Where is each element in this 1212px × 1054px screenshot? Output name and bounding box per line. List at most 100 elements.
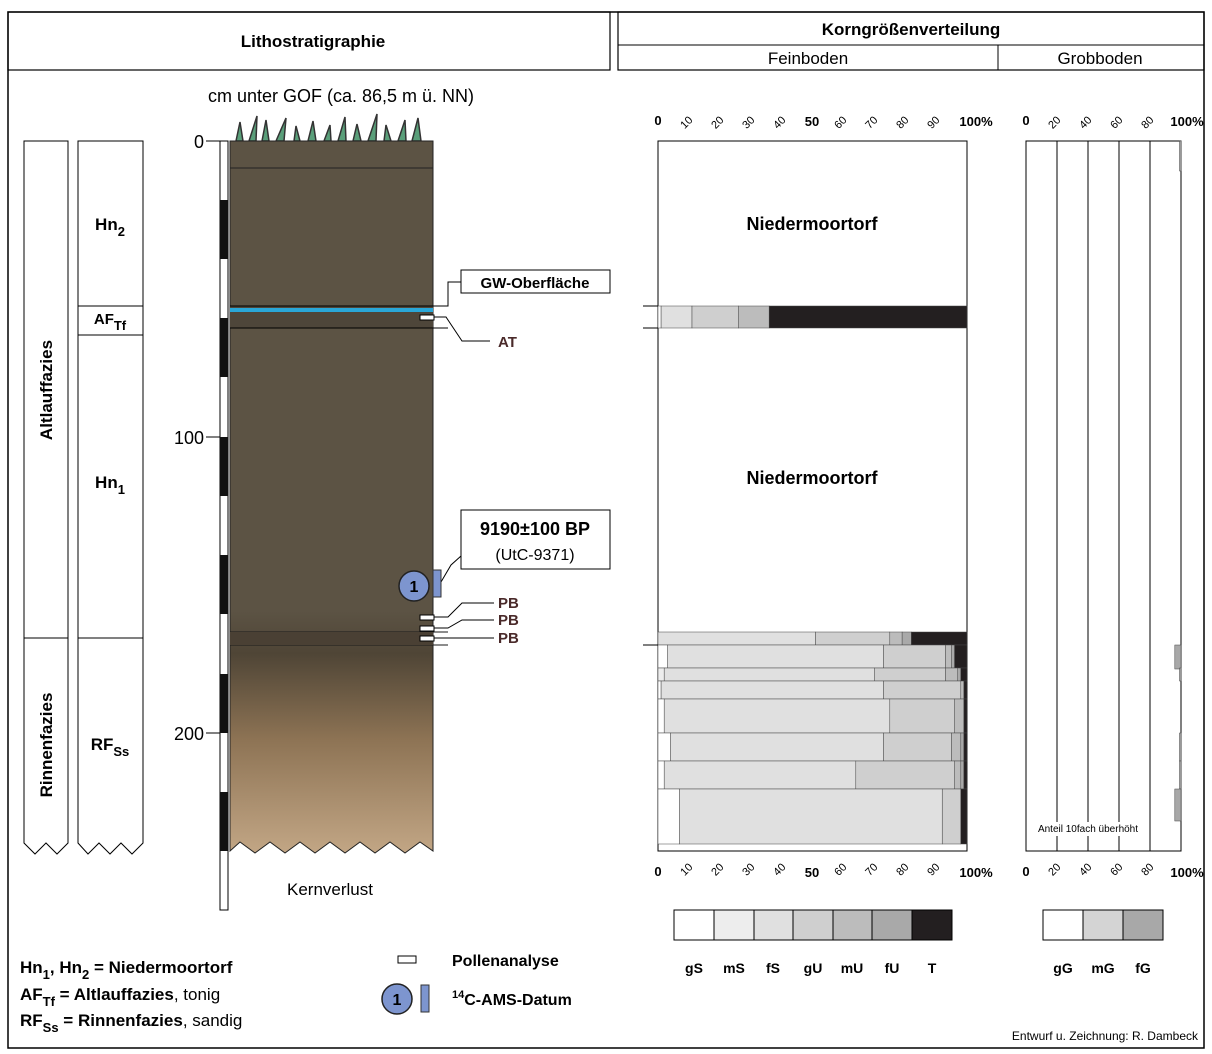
fine-bar-segment (663, 698, 891, 734)
fine-legend-label-t: T (928, 960, 937, 976)
pollen-legend-icon (397, 955, 417, 964)
sediment-core (229, 140, 448, 854)
c14-legend-circle-icon (381, 983, 413, 1015)
coarse-legend-label-fg: fG (1135, 960, 1151, 976)
coarse-bar-segment (1179, 667, 1182, 682)
pollen-sample-pb-1 (419, 614, 435, 621)
legend-rf: RFSs = Rinnenfazies, sandig (20, 1011, 242, 1035)
fine-top-tick-30: 30 (740, 114, 757, 131)
legend-pollen: Pollenanalyse (452, 953, 559, 970)
fine-bottom-tick-10: 10 (678, 861, 695, 878)
fine-bar-segment (954, 644, 968, 669)
symbol-legend: Pollenanalyse 1 14C-AMS-Datum (381, 953, 572, 1015)
fine-bar-segment (957, 667, 962, 682)
fine-grain-bars (657, 305, 968, 845)
fine-bar-segment (883, 732, 952, 762)
fine-bar-segment (945, 667, 959, 682)
pollen-sample-pb-2 (419, 625, 435, 632)
fine-top-tick-100: 100% (959, 114, 993, 129)
fine-bottom-tick-30: 30 (740, 861, 757, 878)
coarse-bar-segment (1179, 140, 1182, 172)
coarse-top-tick-100: 100% (1170, 114, 1204, 129)
fine-bar-segment (657, 698, 665, 734)
coarse-legend-swatch-gg (1042, 909, 1084, 941)
fine-legend-label-gu: gU (804, 960, 823, 976)
fine-peat-label-upper: Niedermoortorf (746, 214, 878, 234)
fine-bar-segment (911, 631, 968, 646)
fine-legend-label-fu: fU (885, 960, 900, 976)
fine-bar-segment (963, 698, 968, 734)
fine-top-tick-50: 50 (805, 114, 819, 129)
fine-top-tick-10: 10 (678, 114, 695, 131)
fine-top-tick-60: 60 (832, 114, 849, 131)
fine-top-tick-40: 40 (771, 114, 788, 131)
coarse-top-tick-60: 60 (1108, 114, 1125, 131)
coarse-grain-bars (1174, 140, 1182, 822)
fine-bar-segment (660, 680, 884, 700)
at-label: AT (498, 334, 517, 351)
fine-bar-segment (954, 760, 962, 790)
fine-bar-segment (657, 760, 665, 790)
coarse-top-tick-20: 20 (1046, 114, 1063, 131)
fine-bar-segment (963, 760, 968, 790)
fine-bar-segment (889, 631, 903, 646)
fine-bar-segment (679, 788, 943, 845)
fine-top-tick-0: 0 (654, 113, 661, 128)
coarse-top-tick-40: 40 (1077, 114, 1094, 131)
fine-legend-label-ms: mS (723, 960, 745, 976)
sample-number: 1 (410, 579, 419, 596)
fine-axis-top: 0 10 20 30 40 50 60 70 80 90 100% (654, 113, 993, 131)
fine-bar-segment (657, 644, 668, 669)
grass-surface-icon (235, 113, 422, 142)
fine-bottom-tick-40: 40 (771, 861, 788, 878)
coarse-bar-segment (1174, 644, 1182, 670)
fine-bar-segment (670, 732, 884, 762)
header-litho-box (7, 11, 611, 71)
fine-bar-segment (960, 732, 965, 762)
coarse-bottom-tick-80: 80 (1139, 861, 1156, 878)
c14-sample-marker (432, 569, 442, 598)
coarse-bar-segment (1179, 760, 1182, 790)
fine-top-tick-80: 80 (894, 114, 911, 131)
coarse-legend-swatch-fg (1122, 909, 1164, 941)
fine-top-tick-90: 90 (925, 114, 942, 131)
fine-bottom-tick-70: 70 (863, 861, 880, 878)
fine-bar-segment (883, 644, 946, 669)
depth-scale-bar (219, 140, 229, 911)
fine-bottom-tick-90: 90 (925, 861, 942, 878)
fine-axis-bottom: 0 10 20 30 40 50 60 70 80 90 100% (654, 861, 993, 880)
depth-tick-200: 200 (174, 724, 204, 744)
fine-bar-segment (815, 631, 891, 646)
unit-legend: Hn1, Hn2 = Niedermoortorf AFTf = Altlauf… (20, 958, 242, 1035)
fine-legend-swatch-ms (713, 909, 755, 941)
date-lab: (UtC-9371) (495, 547, 574, 564)
fine-legend-label-fs: fS (766, 960, 780, 976)
unit-rfss-label: RFSs (91, 735, 130, 759)
fine-bar-segment (657, 680, 662, 700)
pollen-sample-pb-3 (419, 635, 435, 642)
coarse-top-tick-80: 80 (1139, 114, 1156, 131)
fine-bottom-tick-0: 0 (654, 864, 661, 879)
sample-number-circle (398, 570, 430, 602)
coarse-bottom-tick-40: 40 (1077, 861, 1094, 878)
fine-legend-swatch-gu (792, 909, 834, 941)
fine-legend-label-mu: mU (841, 960, 864, 976)
fine-bar-segment (951, 644, 955, 669)
c14-legend-number: 1 (393, 992, 402, 1009)
fine-legend-swatch-gs (673, 909, 715, 941)
fine-bar-segment (883, 680, 962, 700)
c14-legend-bar-icon (420, 984, 430, 1013)
unit-aftf-label: AFTf (94, 311, 127, 333)
fine-bar-segment (663, 667, 875, 682)
core-loss-label: Kernverlust (287, 880, 373, 899)
date-box (460, 509, 611, 570)
pb-label-1: PB (498, 595, 519, 612)
date-main: 9190±100 BP (480, 519, 590, 539)
coarse-legend: gG mG fG (1042, 909, 1164, 976)
fine-legend-label-gs: gS (685, 960, 703, 976)
fine-bottom-tick-100: 100% (959, 865, 993, 880)
gw-label: GW-Oberfläche (481, 275, 590, 292)
fine-legend: gS mS fS gU mU fU T (673, 909, 953, 976)
fine-bar-segment (667, 644, 884, 669)
fine-bar-segment (889, 698, 955, 734)
